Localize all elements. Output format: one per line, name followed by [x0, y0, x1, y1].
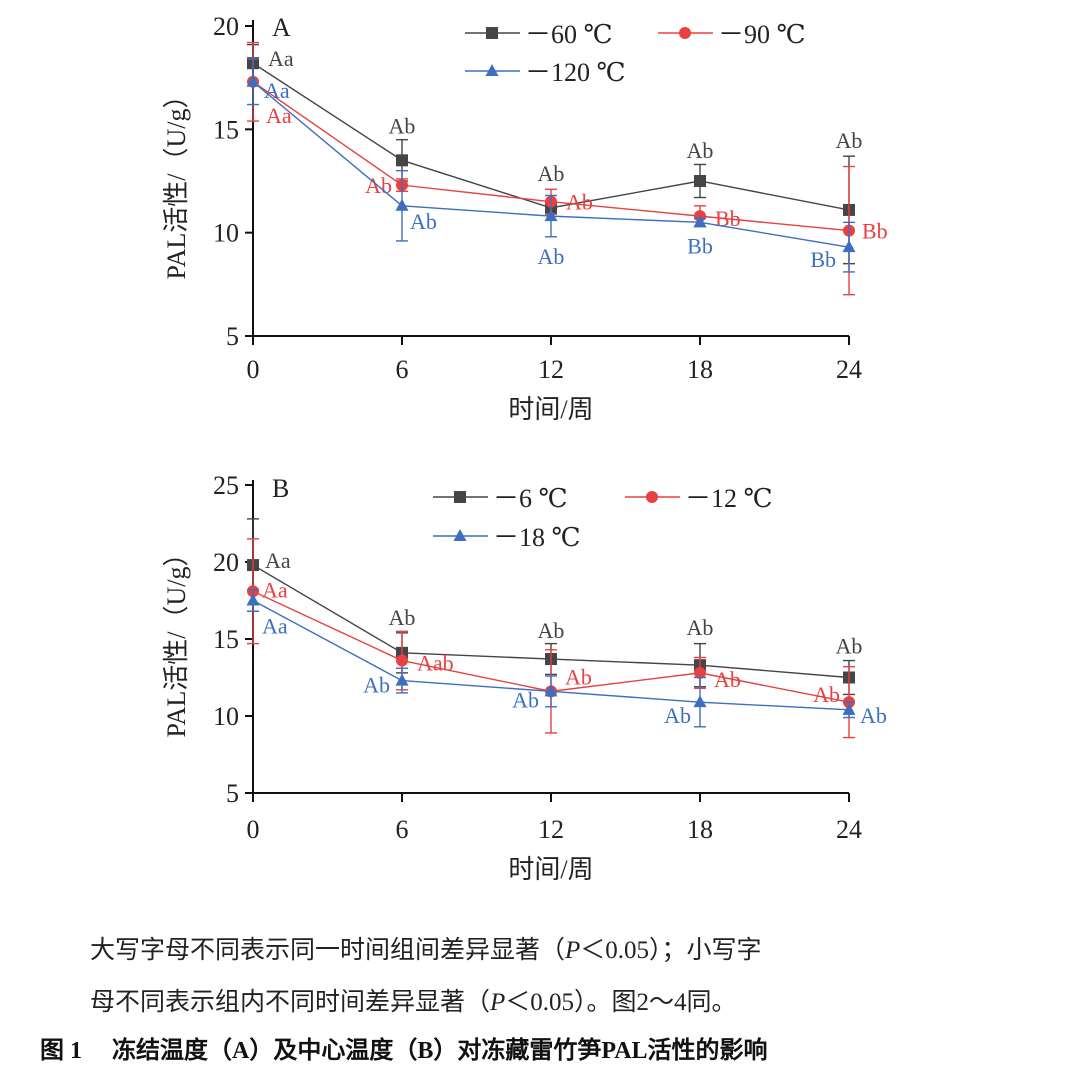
data-point: [395, 198, 409, 211]
data-point: [246, 74, 260, 87]
y-tick-label: 20: [213, 12, 239, 41]
y-tick-label: 5: [226, 322, 239, 351]
significance-label: Ab: [836, 128, 863, 153]
significance-label: Aa: [266, 103, 292, 128]
x-tick-label: 0: [247, 355, 260, 384]
significance-label: Ab: [389, 605, 416, 630]
legend-marker: [454, 491, 466, 503]
x-tick-label: 0: [247, 815, 260, 844]
caption-line-2: 母不同表示组内不同时间差异显著（P＜0.05）。图2～4同。: [90, 982, 737, 1018]
legend-label: －6 ℃: [493, 484, 568, 513]
significance-label: Ab: [687, 138, 714, 163]
significance-label: Ab: [410, 209, 437, 234]
significance-label: Ab: [813, 682, 840, 707]
legend-item: －90 ℃: [658, 20, 806, 49]
data-point: [693, 695, 707, 708]
data-point: [395, 673, 409, 686]
legend-item: －120 ℃: [465, 58, 626, 87]
significance-label: Ab: [566, 190, 593, 215]
data-point: [842, 240, 856, 253]
significance-label: Aa: [262, 614, 288, 639]
significance-label: Ab: [664, 703, 691, 728]
data-point: [693, 215, 707, 228]
significance-label: Bb: [862, 219, 888, 244]
legend-item: －6 ℃: [433, 484, 568, 513]
significance-label: Ab: [389, 113, 416, 138]
data-point: [544, 684, 558, 697]
data-point: [544, 209, 558, 222]
legend-label: －12 ℃: [685, 484, 773, 513]
x-tick-label: 24: [836, 355, 862, 384]
y-tick-label: 15: [213, 115, 239, 144]
data-point: [396, 154, 408, 167]
significance-label: Ab: [512, 687, 539, 712]
x-tick-label: 24: [836, 815, 862, 844]
caption-p: P: [490, 989, 506, 1016]
caption-text: 大写字母不同表示同一时间组间差异显著（: [90, 937, 566, 964]
legend-marker: [453, 529, 467, 541]
significance-label: Aab: [417, 651, 454, 676]
y-axis-title: PAL活性/（U/g）: [162, 83, 191, 280]
significance-label: Bb: [687, 233, 713, 258]
legend-label: －18 ℃: [493, 523, 581, 552]
data-point: [396, 654, 408, 667]
significance-label: Ab: [538, 618, 565, 643]
x-tick-label: 18: [687, 815, 713, 844]
panel-label: A: [272, 13, 291, 42]
significance-label: Bb: [810, 247, 836, 272]
caption-text: ＜0.05）。图2～4同。: [505, 989, 737, 1016]
caption-text: ＜0.05）；小写字: [580, 937, 762, 964]
data-point: [842, 702, 856, 715]
significance-label: Ab: [714, 667, 741, 692]
caption-text: 母不同表示组内不同时间差异显著（: [90, 989, 491, 1016]
caption-p: P: [565, 937, 581, 964]
legend-label: －120 ℃: [525, 58, 626, 87]
data-point: [694, 175, 706, 187]
y-tick-label: 20: [213, 548, 239, 577]
x-tick-label: 18: [687, 355, 713, 384]
x-tick-label: 6: [396, 815, 409, 844]
legend-marker: [485, 64, 499, 76]
significance-label: Ab: [363, 673, 390, 698]
significance-label: Aa: [264, 78, 290, 103]
x-axis-title: 时间/周: [508, 855, 593, 884]
y-tick-label: 10: [213, 219, 239, 248]
legend-marker: [679, 27, 691, 39]
significance-label: Ab: [538, 244, 565, 269]
y-axis-title: PAL活性/（U/g）: [162, 541, 191, 738]
significance-label: Aa: [262, 577, 288, 602]
legend-item: －60 ℃: [465, 20, 613, 49]
data-point: [246, 593, 260, 606]
panel-label: B: [272, 474, 289, 503]
y-tick-label: 5: [226, 779, 239, 808]
data-point: [694, 666, 706, 679]
significance-label: Ab: [687, 615, 714, 640]
legend-label: －60 ℃: [525, 20, 613, 49]
y-tick-label: 10: [213, 702, 239, 731]
caption-line-1: 大写字母不同表示同一时间组间差异显著（P＜0.05）；小写字: [90, 930, 762, 966]
legend-marker: [646, 491, 658, 503]
legend-item: －18 ℃: [433, 523, 581, 552]
x-axis-title: 时间/周: [508, 395, 593, 424]
significance-label: Ab: [538, 161, 565, 186]
y-tick-label: 25: [213, 471, 239, 500]
significance-label: Ab: [565, 664, 592, 689]
x-tick-label: 6: [396, 355, 409, 384]
y-tick-label: 15: [213, 625, 239, 654]
significance-label: Ab: [836, 634, 863, 659]
legend-label: －90 ℃: [718, 20, 806, 49]
legend-item: －12 ℃: [625, 484, 773, 513]
figure-title: 图 1 冻结温度（A）及中心温度（B）对冻藏雷竹笋PAL活性的影响: [40, 1038, 768, 1064]
significance-label: Aa: [268, 46, 294, 71]
x-tick-label: 12: [538, 355, 564, 384]
legend-marker: [486, 27, 498, 39]
significance-label: Aa: [265, 548, 291, 573]
significance-label: Ab: [860, 703, 887, 728]
x-tick-label: 12: [538, 815, 564, 844]
